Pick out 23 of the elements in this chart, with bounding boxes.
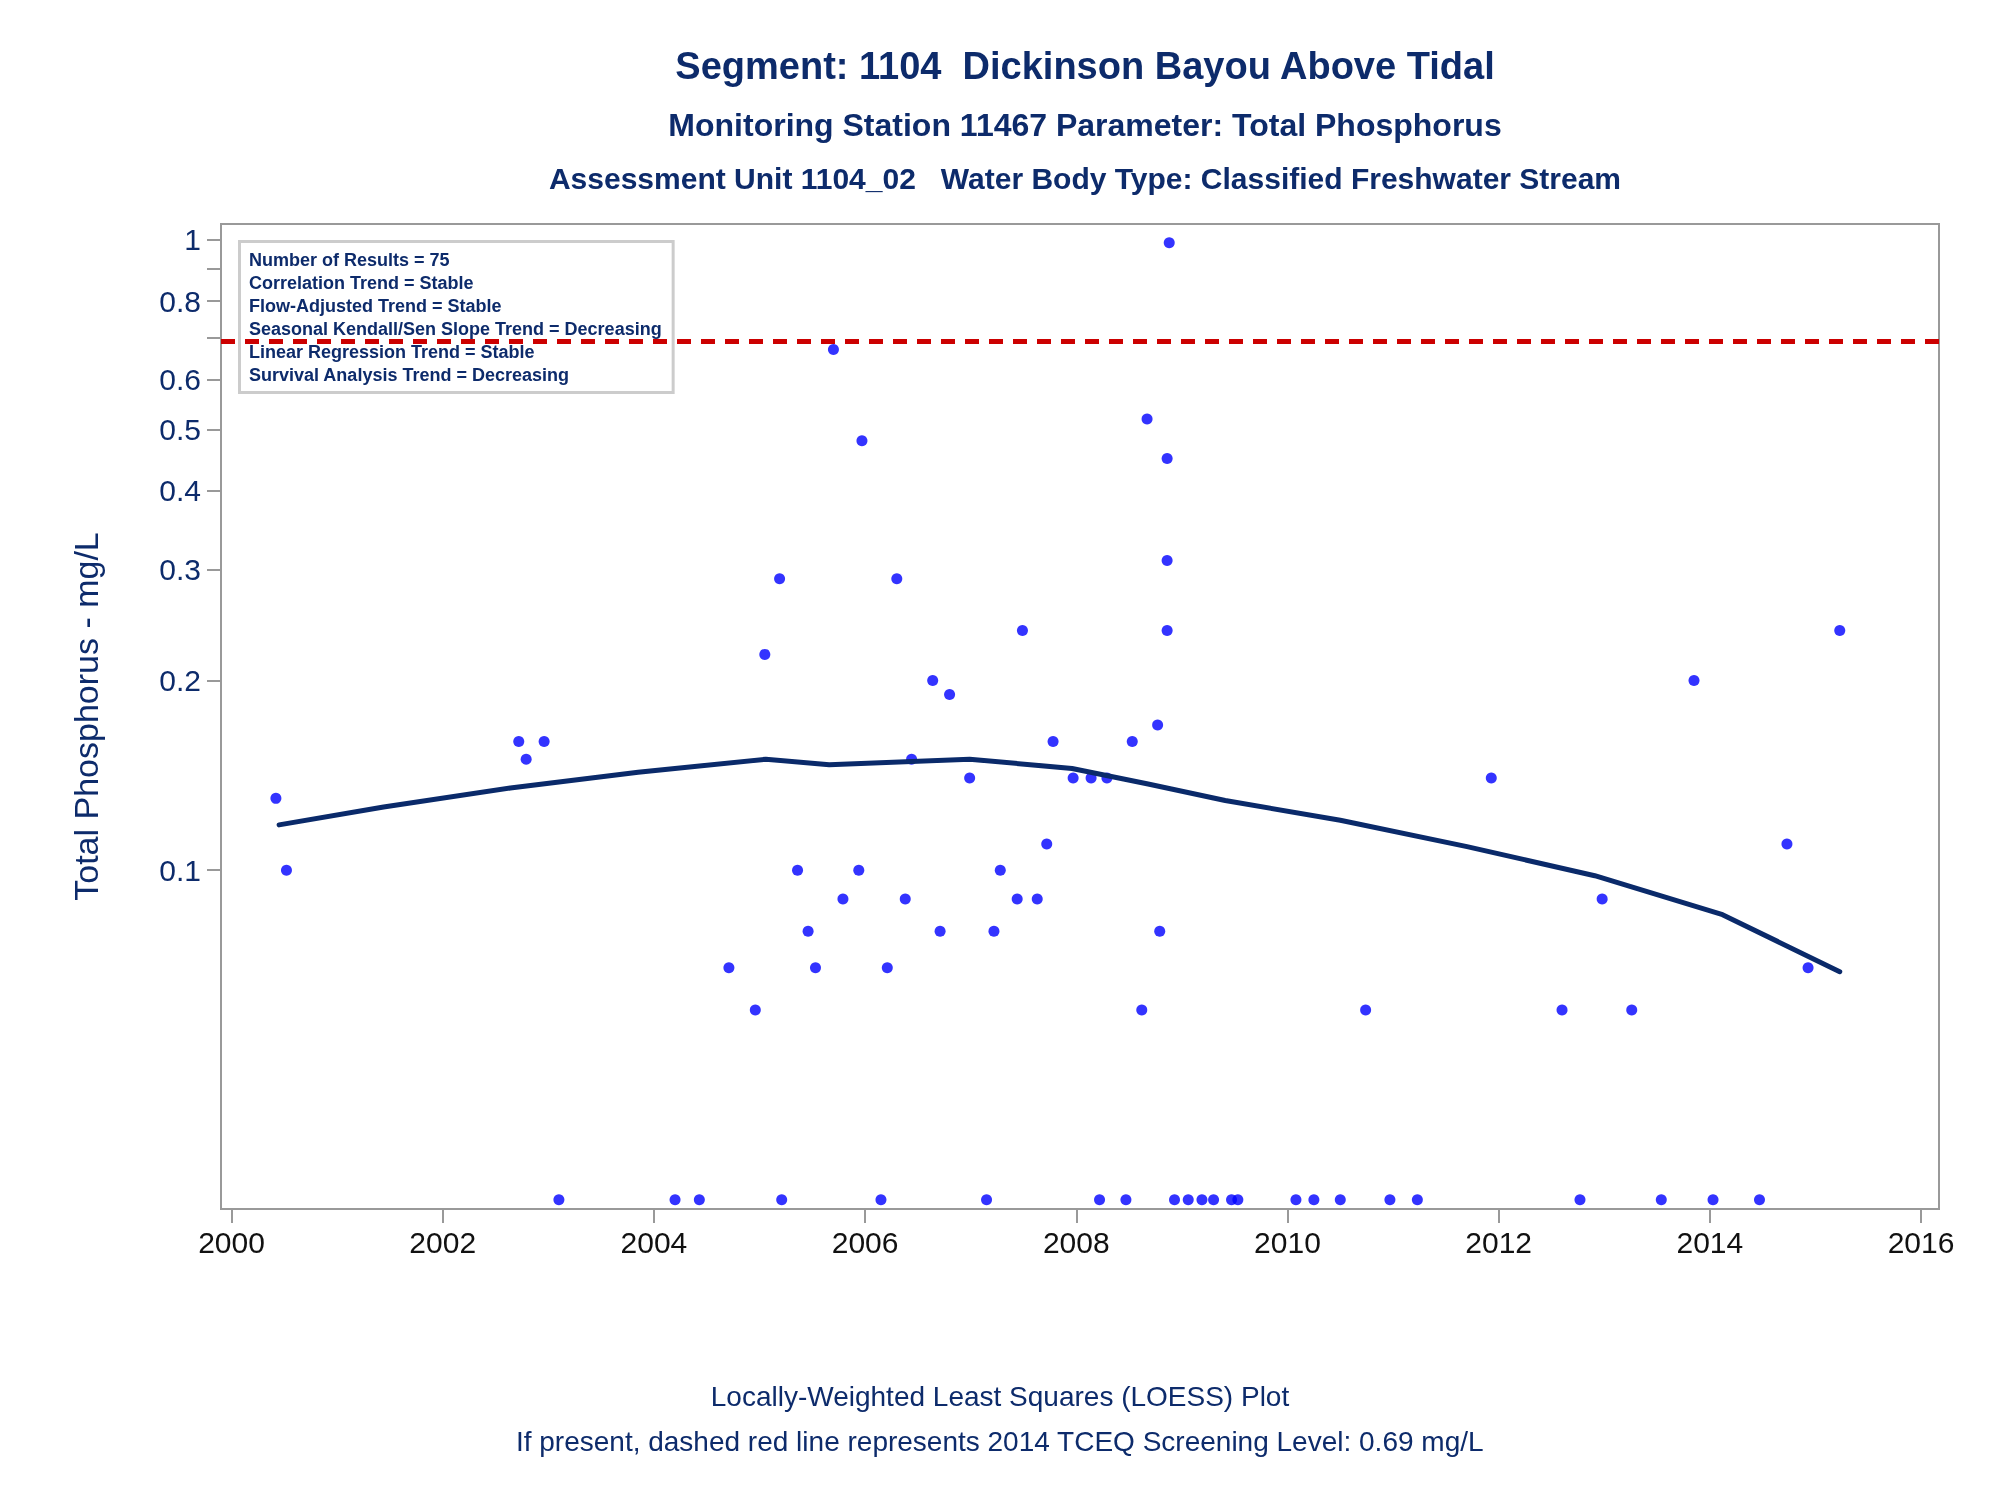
y-tick-label: 0.2: [159, 663, 201, 697]
y-tick-label: 0.5: [159, 413, 201, 447]
text: If present, dashed red line represents 2014 TCEQ Screening Level: 0.69 mg/L: [515, 1425, 1484, 1457]
y-axis-title: Total Phosphorus - mg/L: [67, 532, 105, 901]
x-tick-label: 2006: [831, 1225, 899, 1259]
x-tick-label: 2002: [409, 1225, 477, 1259]
chart-title: Segment: 1104 Dickinson Bayou Above Tidal: [675, 45, 1495, 87]
x-tick-label: 2010: [1254, 1225, 1321, 1259]
y-tick-label: 1: [184, 223, 201, 257]
x-tick-label: 2016: [1887, 1225, 1955, 1259]
y-tick-label: 0.6: [159, 363, 201, 397]
text: Locally-Weighted Least Squares (LOESS) Plot: [710, 1380, 1290, 1412]
y-tick-label: 0.8: [159, 284, 201, 318]
x-tick-label: 2000: [198, 1225, 265, 1259]
y-tick-label: 0.4: [159, 474, 201, 508]
chart-subtitle: Monitoring Station 11467 Parameter: Total Phosphorus Assessment Unit 1104_02 Water Body Type: Classified Freshwater Stream: [548, 107, 1622, 195]
x-tick-label: 2004: [620, 1225, 688, 1259]
y-tick-label: 0.1: [159, 853, 201, 887]
y-tick-label: 0.3: [159, 552, 201, 586]
x-tick-label: 2012: [1465, 1225, 1533, 1259]
x-tick-label: 2008: [1042, 1225, 1110, 1259]
x-tick-label: 2014: [1676, 1225, 1744, 1259]
annotation: Number of Results = 75 Correlation Trend = Stable Flow-Adjusted Trend = Stable Seasonal Kendall/Sen Slope Trend = Decreasing Linear Regression Trend = Stable Survival Analysis Trend = Decreasing: [249, 249, 662, 385]
